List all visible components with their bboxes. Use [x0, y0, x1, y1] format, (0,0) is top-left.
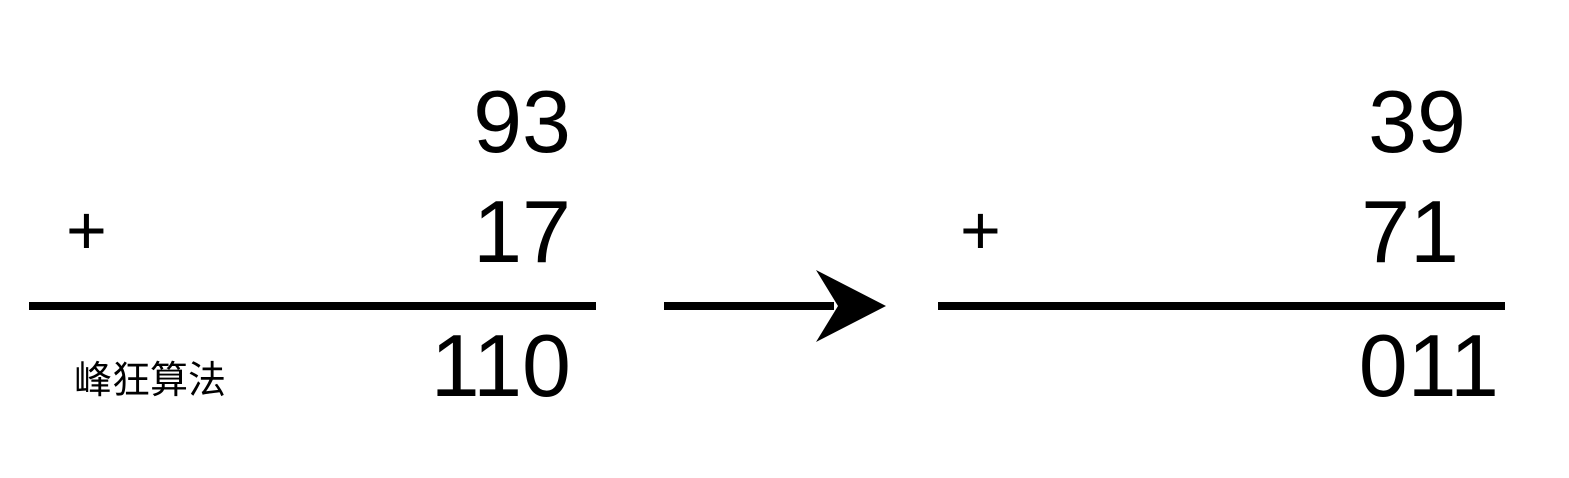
arrow-right-icon	[664, 270, 886, 342]
right-result: 011	[1358, 316, 1499, 415]
right-sum-line	[938, 302, 1505, 310]
right-bottom-number: 71	[1361, 182, 1459, 281]
left-bottom-number: 17	[473, 182, 571, 281]
left-result: 110	[430, 316, 571, 415]
left-top-number: 93	[473, 72, 571, 171]
right-plus-sign: +	[960, 191, 1001, 269]
right-top-number: 39	[1368, 72, 1466, 171]
left-plus-sign: +	[66, 191, 107, 269]
watermark-text: 峰狂算法	[74, 360, 227, 402]
left-sum-line	[29, 302, 596, 310]
